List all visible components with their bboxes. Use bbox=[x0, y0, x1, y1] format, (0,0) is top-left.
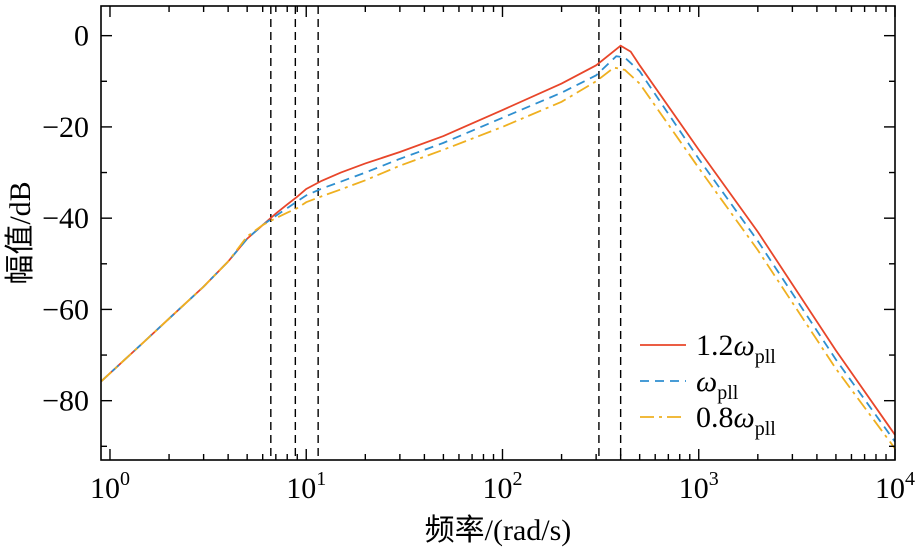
y-axis-title: 幅值/dB bbox=[4, 181, 37, 284]
series-line-1 bbox=[100, 55, 896, 443]
legend-label-1: ωpll bbox=[696, 365, 739, 404]
y-tick-label: −40 bbox=[42, 202, 89, 235]
series-lines bbox=[100, 44, 896, 450]
x-tick-labels: 100 101 102 103 104 bbox=[90, 468, 915, 505]
x-tick-label: 104 bbox=[875, 468, 915, 505]
y-tick-label: −80 bbox=[42, 385, 89, 418]
legend-label-2: 0.8ωpll bbox=[696, 401, 776, 440]
x-tick-label: 102 bbox=[482, 468, 522, 505]
vertical-reference-lines bbox=[270, 6, 622, 460]
plot-frame bbox=[100, 5, 896, 461]
legend-label-0: 1.2ωpll bbox=[696, 329, 776, 368]
y-tick-labels: 0 −20 −40 −60 −80 bbox=[42, 20, 89, 418]
x-tick-label: 101 bbox=[286, 468, 326, 505]
x-axis-title: 频率/(rad/s) bbox=[425, 514, 572, 547]
axis-ticks bbox=[101, 6, 896, 460]
y-tick-label: 0 bbox=[74, 20, 89, 53]
x-tick-label: 100 bbox=[90, 468, 130, 505]
x-tick-label: 103 bbox=[679, 468, 719, 505]
series-line-2 bbox=[100, 66, 896, 450]
y-tick-label: −20 bbox=[42, 111, 89, 144]
y-tick-label: −60 bbox=[42, 293, 89, 326]
series-line-0 bbox=[100, 44, 896, 436]
